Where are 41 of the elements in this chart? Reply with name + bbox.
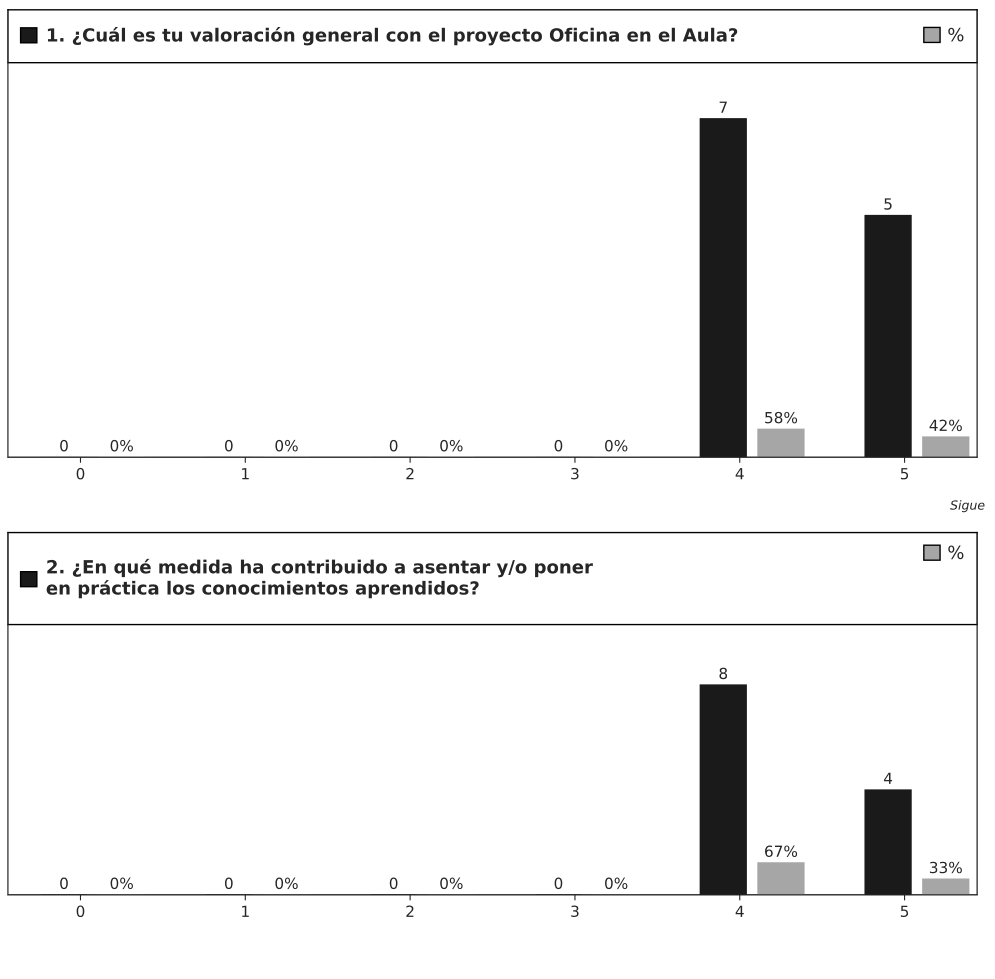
- data-label: 42%: [930, 420, 962, 432]
- legend-label: %: [948, 546, 964, 560]
- data-label: 0%: [605, 440, 628, 452]
- x-tick-label: 0: [76, 468, 84, 480]
- data-label: 7: [720, 102, 727, 113]
- data-label: 0: [224, 440, 233, 452]
- x-tick-label: 1: [242, 468, 249, 480]
- data-label: 0: [390, 878, 398, 890]
- x-tick-label: 4: [736, 468, 744, 480]
- x-tick-label: 3: [571, 468, 579, 480]
- data-label: 0%: [440, 878, 463, 890]
- data-label: 4: [884, 772, 892, 784]
- x-tick-label: 3: [571, 905, 579, 918]
- x-tick-label: 1: [242, 906, 249, 917]
- data-label: 67%: [765, 845, 798, 858]
- data-label: 0: [554, 440, 562, 452]
- data-label: 0%: [275, 878, 298, 890]
- legend-label: 2. ¿En qué medida ha contribuido a asentar y/o poner en práctica los conocimientos aprendidos?: [46, 558, 593, 598]
- data-label: 0%: [110, 878, 133, 890]
- data-label: 0: [390, 440, 398, 452]
- x-tick-label: 2: [406, 468, 414, 480]
- x-tick-label: 5: [900, 468, 908, 480]
- text: Sigue: [950, 500, 984, 512]
- data-label: 5: [884, 198, 892, 210]
- data-label: 0: [60, 440, 68, 452]
- data-label: 0: [554, 878, 562, 890]
- data-label: 33%: [930, 862, 962, 874]
- data-label: 0: [224, 878, 233, 890]
- data-label: 0%: [275, 440, 298, 452]
- x-tick-label: 2: [406, 905, 414, 917]
- data-label: 58%: [765, 412, 798, 424]
- data-label: 0: [60, 878, 68, 890]
- x-tick-label: 4: [736, 906, 744, 917]
- x-tick-label: 0: [76, 905, 84, 918]
- data-label: 8: [719, 668, 728, 680]
- data-label: 0%: [605, 878, 628, 890]
- data-label: 0%: [110, 440, 133, 452]
- legend-label: %: [948, 28, 964, 42]
- x-tick-label: 5: [900, 906, 908, 918]
- legend-label: 1. ¿Cuál es tu valoración general con el proyecto Oficina en el Aula?: [48, 27, 738, 46]
- data-label: 0%: [440, 440, 463, 452]
